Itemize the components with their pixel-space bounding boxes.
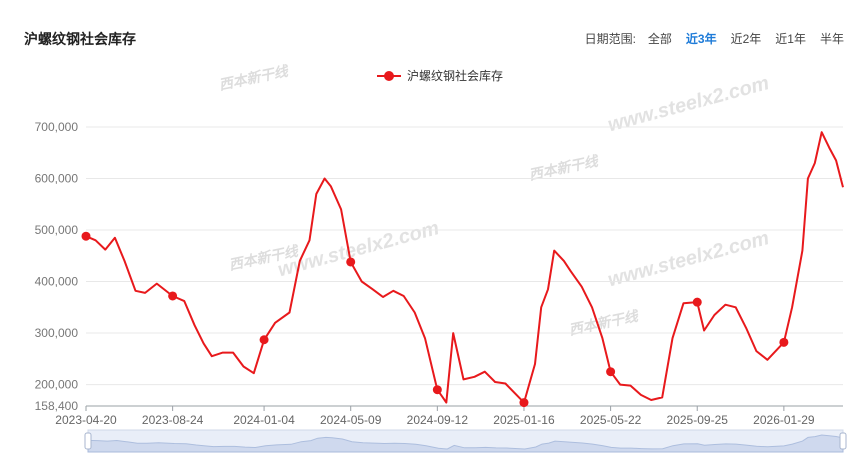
y-tick-label: 600,000 xyxy=(35,172,79,186)
data-point xyxy=(606,367,616,377)
y-tick-label: 300,000 xyxy=(35,326,79,340)
data-point xyxy=(519,398,529,408)
y-tick-label: 200,000 xyxy=(35,378,79,392)
zoom-preview xyxy=(87,434,844,453)
x-tick-label: 2023-08-24 xyxy=(142,413,204,427)
series-line xyxy=(85,131,844,404)
x-tick-label: 2023-04-20 xyxy=(55,413,117,427)
range-option-all[interactable]: 全部 xyxy=(647,32,672,46)
x-tick-label: 2025-01-16 xyxy=(493,413,555,427)
data-point xyxy=(692,297,702,307)
data-point xyxy=(779,337,789,347)
x-tick-label: 2024-01-04 xyxy=(233,413,295,427)
data-zoom-slider[interactable] xyxy=(84,429,847,453)
zoom-handle-left xyxy=(84,432,92,450)
zoom-handle-right xyxy=(839,432,847,450)
data-point xyxy=(346,257,356,267)
legend-label: 沪螺纹钢社会库存 xyxy=(407,68,503,83)
legend-marker xyxy=(384,71,394,81)
date-range-selector: 日期范围: 全部 近3年 近2年 近1年 半年 xyxy=(585,30,844,47)
range-option-3y[interactable]: 近3年 xyxy=(685,32,717,46)
chart-title: 沪螺纹钢社会库存 xyxy=(24,31,136,47)
range-option-1y[interactable]: 近1年 xyxy=(775,32,806,46)
watermark-brand: 西本新干线 xyxy=(217,62,291,93)
y-tick-label: 500,000 xyxy=(35,223,79,237)
data-point xyxy=(432,385,442,395)
y-axis: 158,400 200,000 300,000 400,000 500,000 600,0… xyxy=(35,120,79,413)
x-axis: 2023-04-20 2023-08-24 2024-01-04 2024-05-09… xyxy=(55,405,843,427)
range-option-6m[interactable]: 半年 xyxy=(819,32,844,46)
data-point xyxy=(168,291,178,301)
x-tick-label: 2024-05-09 xyxy=(320,413,382,427)
series-layer xyxy=(81,131,844,408)
data-point xyxy=(259,335,269,345)
watermark-url: www.steelx2.com xyxy=(275,217,441,281)
data-point xyxy=(81,231,91,241)
range-option-2y[interactable]: 近2年 xyxy=(730,32,762,46)
x-tick-label: 2025-05-22 xyxy=(580,413,642,427)
y-tick-label: 158,400 xyxy=(35,399,79,413)
grid-lines xyxy=(86,126,843,386)
y-tick-label: 700,000 xyxy=(35,120,79,134)
date-range-label: 日期范围: xyxy=(584,32,636,46)
x-tick-label: 2025-09-25 xyxy=(667,413,729,427)
legend[interactable]: 沪螺纹钢社会库存 xyxy=(377,68,503,83)
y-tick-label: 400,000 xyxy=(35,275,79,289)
x-tick-label: 2026-01-29 xyxy=(753,413,815,427)
x-tick-label: 2024-09-12 xyxy=(407,413,469,427)
